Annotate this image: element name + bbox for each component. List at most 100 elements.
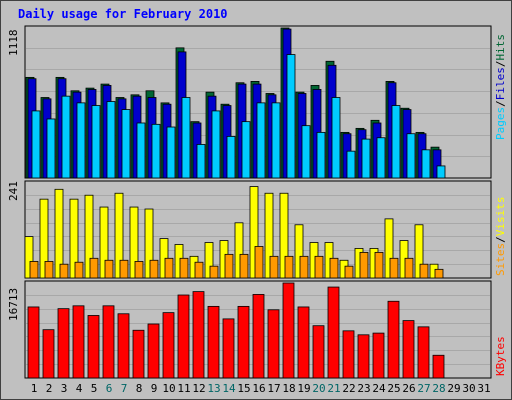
x-tick-label: 5	[91, 382, 98, 395]
x-tick-label: 3	[61, 382, 68, 395]
kbytes-bar	[282, 282, 295, 379]
kbytes-bar	[42, 329, 55, 379]
pages-bar	[196, 144, 206, 179]
x-tick-label: 7	[121, 382, 128, 395]
x-tick-label: 19	[297, 382, 310, 395]
kbytes-bar	[267, 309, 280, 379]
kbytes-bar	[387, 300, 400, 379]
sites-bar	[164, 257, 174, 279]
pages-bar	[166, 126, 176, 179]
x-tick-label: 22	[342, 382, 355, 395]
pages-bar	[136, 122, 146, 179]
pages-bar	[316, 131, 326, 179]
x-tick-label: 25	[387, 382, 400, 395]
kbytes-bar	[342, 330, 355, 379]
kbytes-bar	[207, 305, 220, 379]
kbytes-bar	[87, 315, 100, 379]
x-tick-label: 17	[267, 382, 280, 395]
visits-bar	[84, 194, 94, 279]
pages-bar	[46, 118, 56, 179]
pages-bar	[436, 165, 446, 179]
x-tick-label: 23	[357, 382, 370, 395]
sites-bar	[29, 261, 39, 279]
pages-bar	[346, 150, 356, 179]
pages-bar	[286, 54, 296, 179]
kbytes-bar	[162, 312, 175, 379]
kbytes-bar	[297, 306, 310, 379]
y-max-label-hits: 1118	[7, 30, 20, 57]
sites-bar	[434, 268, 444, 279]
kbytes-bar	[102, 305, 115, 379]
sites-bar	[149, 259, 159, 279]
sites-bar	[269, 255, 279, 279]
sites-bar	[44, 261, 54, 279]
legend-sites-visits: Sites/Visits	[494, 197, 507, 277]
legend-entry: Visits	[494, 197, 507, 237]
visits-bar	[294, 224, 304, 279]
x-tick-label: 20	[312, 382, 325, 395]
legend-hits-files-pages: Pages/Files/Hits	[494, 34, 507, 140]
visits-bar	[144, 208, 154, 279]
kbytes-bar	[357, 334, 370, 379]
legend-entry: Sites	[494, 243, 507, 276]
x-tick-label: 13	[207, 382, 220, 395]
x-tick-label: 8	[136, 382, 143, 395]
y-max-label-visits: 241	[7, 181, 20, 201]
pages-bar	[391, 105, 401, 179]
pages-bar	[106, 101, 116, 179]
sites-bar	[254, 246, 264, 279]
sites-bar	[104, 259, 114, 279]
pages-bar	[301, 125, 311, 179]
kbytes-bar	[132, 329, 145, 379]
x-tick-label: 18	[282, 382, 295, 395]
kbytes-bar	[222, 318, 235, 379]
pages-bar	[91, 105, 101, 179]
pages-bar	[256, 102, 266, 179]
pages-bar	[361, 138, 371, 179]
kbytes-bar	[372, 332, 385, 379]
kbytes-bar	[72, 305, 85, 379]
visits-bar	[24, 236, 34, 279]
sites-bar	[404, 257, 414, 279]
x-tick-label: 28	[432, 382, 445, 395]
kbytes-bar	[252, 294, 265, 379]
legend-entry: /	[494, 100, 507, 107]
sites-bar	[74, 261, 84, 279]
sites-bar	[329, 257, 339, 279]
kbytes-bar	[57, 308, 70, 379]
visits-bar	[414, 224, 424, 279]
legend-entry: Files	[494, 67, 507, 100]
sites-bar	[179, 257, 189, 279]
sites-bar	[299, 255, 309, 279]
pages-bar	[61, 95, 71, 179]
legend-entry: /	[494, 236, 507, 243]
x-tick-label: 10	[162, 382, 175, 395]
sites-bar	[419, 263, 429, 279]
x-tick-label: 2	[46, 382, 53, 395]
kbytes-bar	[117, 313, 130, 379]
kbytes-bar	[147, 323, 160, 379]
kbytes-bar	[327, 286, 340, 379]
kbytes-bar	[27, 306, 40, 379]
x-tick-label: 31	[477, 382, 490, 395]
visits-bar	[234, 222, 244, 279]
sites-bar	[134, 261, 144, 279]
visits-bar	[114, 192, 124, 279]
pages-bar	[226, 136, 236, 179]
kbytes-bar	[312, 325, 325, 379]
x-tick-label: 24	[372, 382, 386, 395]
kbytes-bar	[237, 305, 250, 379]
kbytes-bar	[417, 326, 430, 379]
pages-bar	[241, 121, 251, 179]
pages-bar	[121, 109, 131, 179]
chart-title: Daily usage for February 2010	[18, 7, 228, 21]
visits-bar	[39, 198, 49, 279]
x-tick-label: 29	[447, 382, 460, 395]
pages-bar	[376, 137, 386, 179]
sites-bar	[194, 261, 204, 279]
sites-bar	[239, 253, 249, 279]
pages-bar	[181, 97, 191, 179]
sites-bar	[209, 265, 219, 279]
visits-bar	[99, 206, 109, 279]
